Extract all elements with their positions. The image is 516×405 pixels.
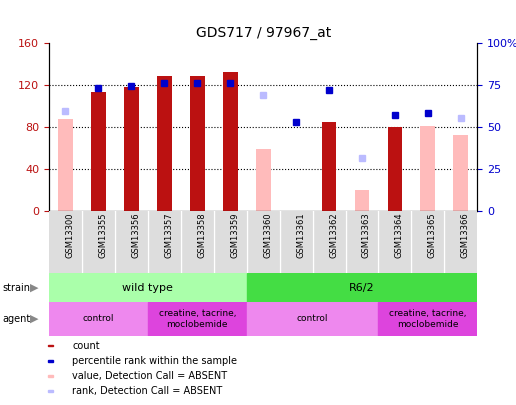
Text: R6/2: R6/2 (349, 283, 375, 292)
Bar (354, 190, 369, 211)
Text: value, Detection Call = ABSENT: value, Detection Call = ABSENT (72, 371, 227, 381)
Text: percentile rank within the sample: percentile rank within the sample (72, 356, 237, 366)
Text: rank, Detection Call = ABSENT: rank, Detection Call = ABSENT (72, 386, 222, 396)
Bar (48, 360, 53, 362)
Bar (411, 211, 444, 273)
Text: GSM13360: GSM13360 (263, 213, 272, 258)
Text: wild type: wild type (122, 283, 173, 292)
Text: creatine, tacrine,
moclobemide: creatine, tacrine, moclobemide (389, 309, 466, 328)
Bar (346, 211, 378, 273)
Bar (388, 126, 402, 211)
Text: GSM13300: GSM13300 (66, 213, 74, 258)
Text: GSM13361: GSM13361 (296, 213, 305, 258)
Bar (313, 211, 346, 273)
Text: GSM13365: GSM13365 (428, 213, 437, 258)
Text: GSM13362: GSM13362 (329, 213, 338, 258)
Text: GSM13358: GSM13358 (197, 213, 206, 258)
Text: ▶: ▶ (30, 314, 38, 324)
Bar (157, 76, 172, 211)
Bar (48, 375, 53, 377)
Bar (91, 92, 106, 211)
Bar (378, 302, 477, 336)
Bar (214, 211, 247, 273)
Text: creatine, tacrine,
moclobemide: creatine, tacrine, moclobemide (158, 309, 236, 328)
Bar (214, 211, 247, 273)
Bar (82, 211, 115, 273)
Text: GSM13357: GSM13357 (164, 213, 173, 258)
Bar (115, 211, 148, 273)
Bar (321, 122, 336, 211)
Text: agent: agent (3, 314, 31, 324)
Text: control: control (83, 314, 114, 324)
Text: GSM13364: GSM13364 (395, 213, 404, 258)
Bar (190, 76, 205, 211)
Bar (411, 211, 444, 273)
Text: strain: strain (3, 283, 30, 292)
Bar (49, 211, 82, 273)
Bar (148, 211, 181, 273)
Title: GDS717 / 97967_at: GDS717 / 97967_at (196, 26, 331, 40)
Bar (247, 211, 280, 273)
Bar (313, 211, 346, 273)
Text: control: control (297, 314, 328, 324)
Text: GSM13355: GSM13355 (99, 213, 107, 258)
Bar (58, 119, 73, 211)
Bar (223, 72, 238, 211)
Bar (280, 211, 313, 273)
Bar (148, 302, 247, 336)
Text: GSM13366: GSM13366 (461, 213, 470, 258)
Bar (181, 211, 214, 273)
Bar (82, 211, 115, 273)
Bar (223, 126, 238, 211)
Bar (378, 211, 411, 273)
Bar (256, 149, 270, 211)
Bar (444, 211, 477, 273)
Text: GSM13363: GSM13363 (362, 213, 371, 258)
Bar (247, 302, 378, 336)
Bar (181, 211, 214, 273)
Bar (124, 87, 139, 211)
Bar (346, 211, 378, 273)
Bar (48, 345, 53, 347)
Bar (49, 211, 82, 273)
Bar (49, 273, 247, 302)
Bar (280, 211, 313, 273)
Bar (48, 390, 53, 392)
Text: count: count (72, 341, 100, 351)
Text: ▶: ▶ (30, 283, 38, 292)
Bar (421, 126, 436, 211)
Bar (115, 211, 148, 273)
Bar (148, 211, 181, 273)
Bar (378, 211, 411, 273)
Bar (247, 211, 280, 273)
Bar (247, 273, 477, 302)
Bar (454, 135, 468, 211)
Text: GSM13359: GSM13359 (230, 213, 239, 258)
Bar (444, 211, 477, 273)
Bar (49, 302, 148, 336)
Text: GSM13356: GSM13356 (132, 213, 140, 258)
